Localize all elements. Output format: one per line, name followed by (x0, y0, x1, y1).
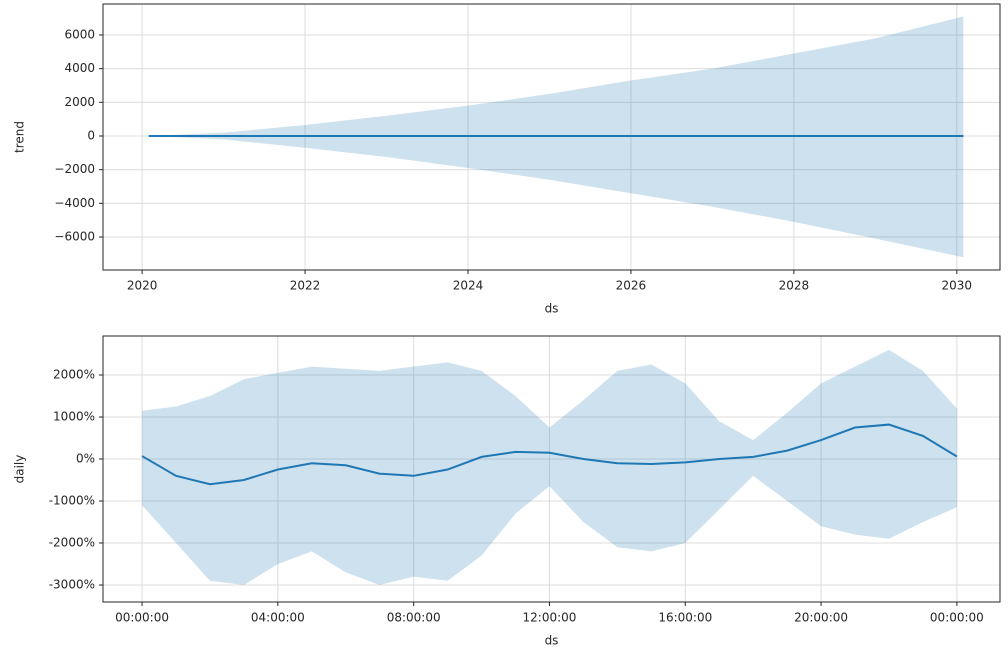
x-axis-label: ds (545, 302, 559, 316)
uncertainty-band (142, 349, 957, 585)
line (141, 423, 958, 486)
x-axis-label: ds (545, 634, 559, 648)
x-tick-label: 00:00:00 (115, 611, 169, 625)
y-tick-label: -1000% (49, 494, 95, 508)
plot-frame (102, 335, 1001, 603)
y-tick-label: 2000% (53, 368, 95, 382)
x-tick-label: 2026 (616, 279, 647, 293)
y-tick-label: 4000 (64, 61, 95, 75)
y-tick-label: 1000% (53, 410, 95, 424)
x-tick-label: 2020 (127, 279, 158, 293)
x-tick-label: 00:00:00 (930, 611, 984, 625)
x-tick-label: 2022 (290, 279, 321, 293)
y-tick-label: 2000 (64, 95, 95, 109)
x-tick-label: 2030 (942, 279, 973, 293)
y-tick-label: -2000% (49, 535, 95, 549)
y-tick-label: −4000 (54, 196, 95, 210)
x-tick-label: 16:00:00 (658, 611, 712, 625)
x-tick-label: 04:00:00 (251, 611, 305, 625)
plot-frame (102, 3, 1001, 271)
y-tick-label: 0% (76, 452, 95, 466)
y-axis-label: daily (13, 455, 27, 484)
y-axis-label: trend (13, 121, 27, 153)
y-tick-label: -3000% (49, 577, 95, 591)
y-tick-label: −2000 (54, 162, 95, 176)
x-tick-label: 2028 (779, 279, 810, 293)
x-tick-label: 08:00:00 (387, 611, 441, 625)
x-tick-label: 20:00:00 (794, 611, 848, 625)
y-tick-label: −6000 (54, 230, 95, 244)
y-tick-label: 6000 (64, 27, 95, 41)
x-tick-label: 2024 (453, 279, 484, 293)
x-tick-label: 12:00:00 (523, 611, 577, 625)
y-tick-label: 0 (87, 128, 95, 142)
